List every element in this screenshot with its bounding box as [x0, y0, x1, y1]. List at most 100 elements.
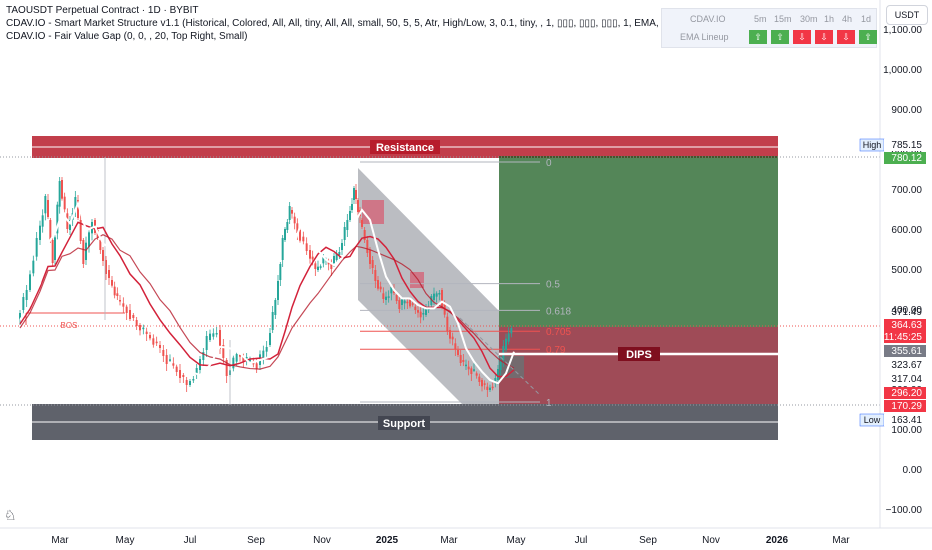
panel-brand: CDAV.IO [690, 14, 726, 24]
price-tag-value: 317.04 [891, 374, 922, 385]
candle-body [245, 357, 248, 359]
candle-body [341, 243, 343, 250]
target-zone [499, 156, 778, 327]
candle-body [393, 290, 395, 293]
price-tag-value: 163.41 [891, 415, 922, 426]
candle-body [454, 343, 457, 349]
candle-body [507, 333, 510, 342]
y-tick-label: 1,000.00 [883, 65, 922, 76]
candle-body [32, 260, 35, 274]
candle-body [349, 211, 351, 220]
legend-title[interactable]: TAOUSDT Perpetual Contract · 1D · BYBIT [6, 5, 199, 16]
candle-body [265, 347, 268, 352]
candle-body [335, 254, 338, 260]
y-tick-label: −100.00 [886, 505, 923, 516]
candle-body [119, 300, 121, 302]
price-tag-value: 780.12 [891, 153, 922, 164]
fib-label-0.5: 0.5 [546, 280, 560, 291]
fib-label-0.618: 0.618 [546, 306, 571, 317]
currency-button[interactable]: USDT [886, 5, 928, 25]
tf-4h: 4h [842, 14, 853, 24]
candle-body [451, 336, 454, 340]
candle-body [322, 257, 325, 264]
legend-indicator-2[interactable]: CDAV.IO - Fair Value Gap (0, 0, , 20, To… [6, 31, 248, 42]
candle-body [274, 300, 277, 315]
candle-body [205, 336, 208, 350]
candle-body [366, 240, 369, 253]
candle-body [489, 387, 491, 390]
candle-body [139, 325, 141, 331]
candle-body [54, 237, 56, 260]
candle-body [363, 230, 366, 240]
candle-body [116, 293, 119, 296]
candle-body [387, 296, 390, 298]
candle-body [338, 252, 341, 255]
fib-label-1: 1 [546, 398, 552, 409]
y-tick-label: 700.00 [891, 185, 922, 196]
candle-body [152, 338, 155, 345]
candle-body [330, 263, 333, 269]
candle-body [145, 331, 148, 334]
candle-body [459, 355, 462, 363]
candle-body [47, 200, 49, 217]
candle-body [41, 215, 44, 227]
signal-1h-down-icon: ⇩ [815, 30, 833, 44]
x-tick-label: Mar [440, 535, 458, 546]
y-tick-label: 0.00 [903, 465, 923, 476]
candle-body [262, 350, 265, 359]
candle-body [401, 299, 403, 305]
tf-1h: 1h [824, 14, 835, 24]
price-tag-value: 355.61 [891, 346, 922, 357]
tf-30m: 30m [800, 14, 818, 24]
candle-body [473, 369, 475, 371]
candle-body [185, 380, 188, 385]
candle-body [88, 232, 90, 247]
legend: TAOUSDT Perpetual Contract · 1D · BYBIT … [6, 4, 699, 43]
legend-indicator-1[interactable]: CDAV.IO - Smart Market Structure v1.1 (H… [6, 18, 700, 29]
candle-body [284, 229, 286, 240]
candle-body [19, 313, 21, 320]
candle-body [235, 354, 238, 362]
candle-body [385, 296, 387, 300]
candle-body [491, 386, 494, 389]
candle-body [470, 368, 473, 374]
x-tick-label: May [116, 535, 135, 546]
candle-body [311, 256, 314, 260]
bos-marker: BOS [25, 312, 125, 330]
support-label: Support [383, 418, 425, 430]
candle-body [422, 313, 425, 315]
y-tick-label: 400.00 [891, 305, 922, 316]
candle-body [377, 280, 379, 289]
candle-body [403, 300, 406, 304]
candle-body [369, 250, 371, 264]
y-axis[interactable]: 1,100.001,000.00900.00800.00700.00600.00… [879, 0, 923, 528]
fib-label-0.79: 0.79 [546, 345, 566, 356]
price-tag-value: 296.20 [891, 388, 922, 399]
candle-body [302, 236, 305, 242]
candle-body [433, 293, 435, 300]
candle-body [317, 266, 319, 270]
x-axis[interactable]: Mar May Jul Sep Nov 2025 Mar May Jul Sep Nov 2026 Ma… [0, 527, 932, 546]
tf-15m: 15m [774, 14, 792, 24]
candle-body [390, 287, 393, 294]
candle-body [179, 370, 181, 378]
candle-body [222, 345, 225, 358]
candle-body [165, 355, 168, 364]
projection-dashed [459, 317, 541, 396]
candle-body [486, 386, 489, 390]
candle-body [494, 378, 497, 384]
y-tick-label: 100.00 [891, 425, 922, 436]
candle-body [82, 240, 85, 264]
candle-body [425, 309, 427, 315]
price-tag-value: 364.63 [891, 320, 922, 331]
signal-4h-down-icon: ⇩ [837, 30, 855, 44]
candle-body [406, 301, 409, 304]
candle-body [209, 333, 211, 340]
candle-body [35, 238, 38, 257]
candle-body [129, 310, 131, 319]
candle-body [58, 181, 61, 207]
candle-body [343, 227, 346, 240]
candle-body [212, 333, 215, 337]
